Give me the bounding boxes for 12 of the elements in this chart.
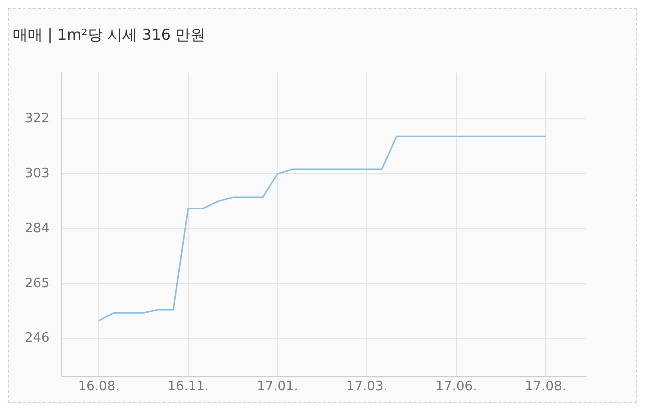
y-tick-label: 246 (24, 331, 50, 346)
x-tick-label: 17.03. (346, 380, 388, 395)
chart-title: 매매 | 1m²당 시세 316 만원 (13, 26, 206, 44)
x-tick-label: 16.11. (168, 380, 210, 395)
y-tick-label: 322 (24, 112, 50, 127)
x-tick-label: 17.08. (525, 380, 566, 395)
y-tick-label: 284 (24, 221, 50, 236)
y-tick-label: 265 (24, 276, 50, 292)
x-tick-label: 17.06. (436, 380, 478, 395)
y-tick-label: 303 (24, 166, 50, 182)
x-tick-label: 16.08. (78, 380, 120, 395)
x-tick-label: 17.01. (257, 380, 298, 395)
